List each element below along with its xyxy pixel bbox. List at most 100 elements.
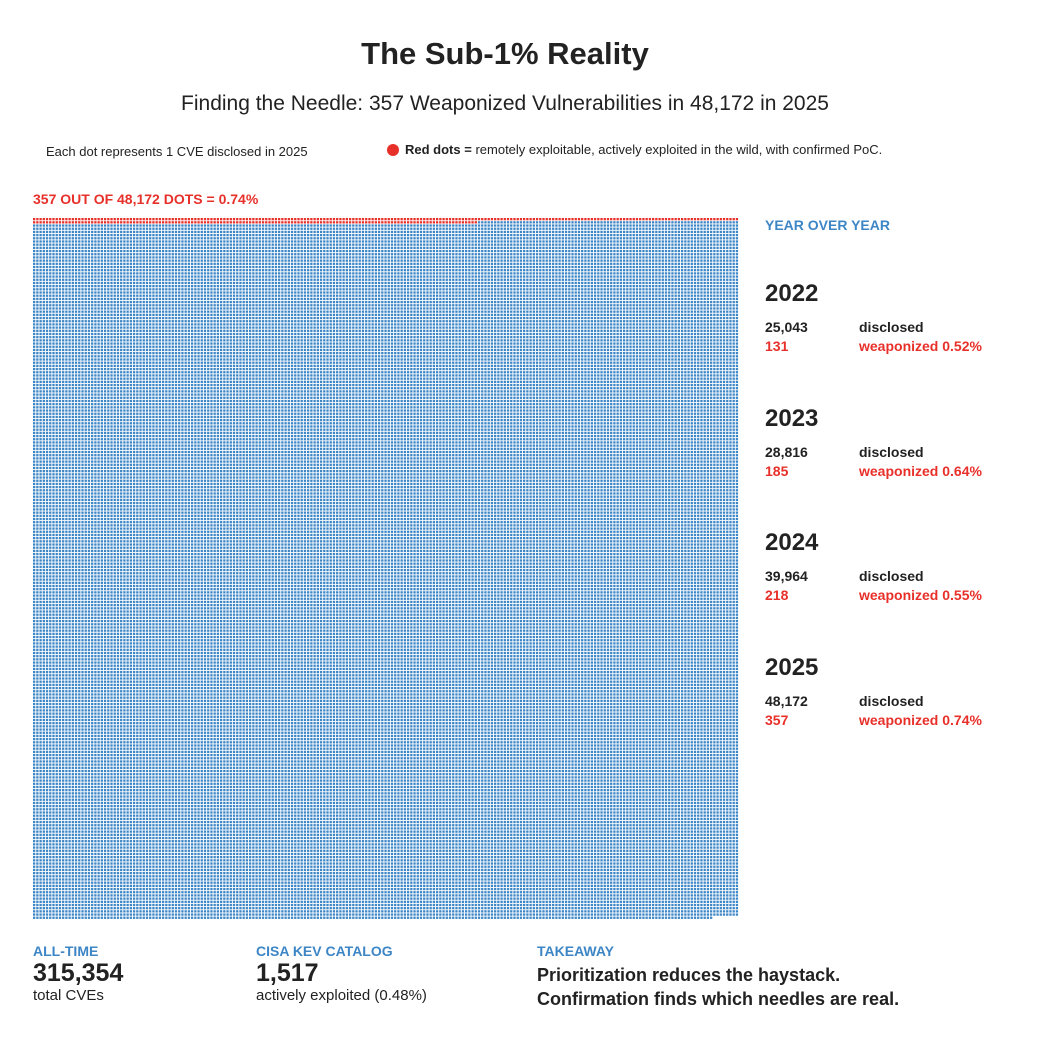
- cve-dot: [94, 228, 96, 230]
- cve-dot: [365, 240, 367, 242]
- cve-dot: [336, 250, 338, 252]
- cve-dot: [220, 244, 222, 246]
- weaponized-dot: [629, 218, 631, 220]
- weaponized-dot: [226, 221, 228, 223]
- cve-dot: [729, 247, 731, 249]
- cve-dot: [704, 247, 706, 249]
- cve-dot: [214, 234, 216, 236]
- cve-dot: [65, 253, 67, 255]
- cve-dot: [633, 250, 635, 252]
- cve-dot: [491, 228, 493, 230]
- cve-dot: [662, 221, 664, 223]
- cve-dot: [410, 228, 412, 230]
- cve-dot: [330, 234, 332, 236]
- cve-dot: [587, 231, 589, 233]
- weaponized-dot: [117, 218, 119, 220]
- cve-dot: [491, 234, 493, 236]
- weaponized-dot: [404, 218, 406, 220]
- cve-dot: [465, 224, 467, 226]
- cve-dot: [178, 244, 180, 246]
- cve-dot: [130, 244, 132, 246]
- cve-dot: [571, 250, 573, 252]
- cve-dot: [555, 231, 557, 233]
- cve-dot: [56, 231, 58, 233]
- cve-dot: [613, 224, 615, 226]
- cve-dot: [265, 244, 267, 246]
- weaponized-dot: [62, 218, 64, 220]
- cve-dot: [413, 228, 415, 230]
- cve-dot: [120, 231, 122, 233]
- cve-dot: [565, 247, 567, 249]
- cve-dot: [143, 253, 145, 255]
- cve-dot: [268, 244, 270, 246]
- cve-dot: [226, 244, 228, 246]
- weaponized-dot: [339, 221, 341, 223]
- cve-dot: [65, 224, 67, 226]
- cve-dot: [401, 234, 403, 236]
- cve-dot: [101, 253, 103, 255]
- cve-dot: [529, 247, 531, 249]
- weaponized-dot: [310, 221, 312, 223]
- cve-dot: [123, 234, 125, 236]
- cve-dot: [720, 240, 722, 242]
- cve-dot: [704, 250, 706, 252]
- weaponized-dot: [391, 221, 393, 223]
- cve-dot: [88, 224, 90, 226]
- cve-dot: [317, 234, 319, 236]
- cve-dot: [465, 240, 467, 242]
- cve-dot: [407, 240, 409, 242]
- cve-dot: [181, 231, 183, 233]
- cve-dot: [726, 237, 728, 239]
- cve-dot: [265, 250, 267, 252]
- cve-dot: [468, 237, 470, 239]
- cve-dot: [359, 224, 361, 226]
- cve-dot: [494, 221, 496, 223]
- cve-dot: [201, 247, 203, 249]
- cve-dot: [562, 224, 564, 226]
- cve-dot: [652, 221, 654, 223]
- cve-dot: [310, 234, 312, 236]
- cve-dot: [284, 234, 286, 236]
- cve-dot: [226, 240, 228, 242]
- cve-dot: [571, 240, 573, 242]
- cve-dot: [484, 247, 486, 249]
- cve-dot: [75, 231, 77, 233]
- cve-dot: [101, 244, 103, 246]
- cve-dot: [375, 234, 377, 236]
- cve-dot: [610, 250, 612, 252]
- cve-dot: [233, 250, 235, 252]
- cve-dot: [75, 244, 77, 246]
- weaponized-dot: [436, 221, 438, 223]
- cve-dot: [333, 250, 335, 252]
- weaponized-dot: [571, 218, 573, 220]
- cve-dot: [59, 228, 61, 230]
- cve-dot: [452, 247, 454, 249]
- cve-dot: [175, 250, 177, 252]
- cve-dot: [88, 240, 90, 242]
- cve-dot: [497, 224, 499, 226]
- cve-dot: [388, 250, 390, 252]
- cve-dot: [165, 228, 167, 230]
- cve-dot: [333, 231, 335, 233]
- cve-dot: [407, 253, 409, 255]
- cve-dot: [243, 253, 245, 255]
- cve-dot: [272, 240, 274, 242]
- cve-dot: [207, 253, 209, 255]
- cve-dot: [146, 237, 148, 239]
- cve-dot: [691, 250, 693, 252]
- cve-dot: [120, 247, 122, 249]
- cve-dot: [526, 224, 528, 226]
- cve-dot: [529, 234, 531, 236]
- cve-dot: [210, 234, 212, 236]
- cve-dot: [123, 224, 125, 226]
- cve-dot: [339, 228, 341, 230]
- weaponized-dot: [442, 221, 444, 223]
- cve-dot: [575, 244, 577, 246]
- cve-dot: [401, 240, 403, 242]
- cve-dot: [349, 224, 351, 226]
- cve-dot: [85, 244, 87, 246]
- cve-dot: [217, 244, 219, 246]
- cve-dot: [175, 231, 177, 233]
- cve-dot: [204, 244, 206, 246]
- cve-dot: [542, 244, 544, 246]
